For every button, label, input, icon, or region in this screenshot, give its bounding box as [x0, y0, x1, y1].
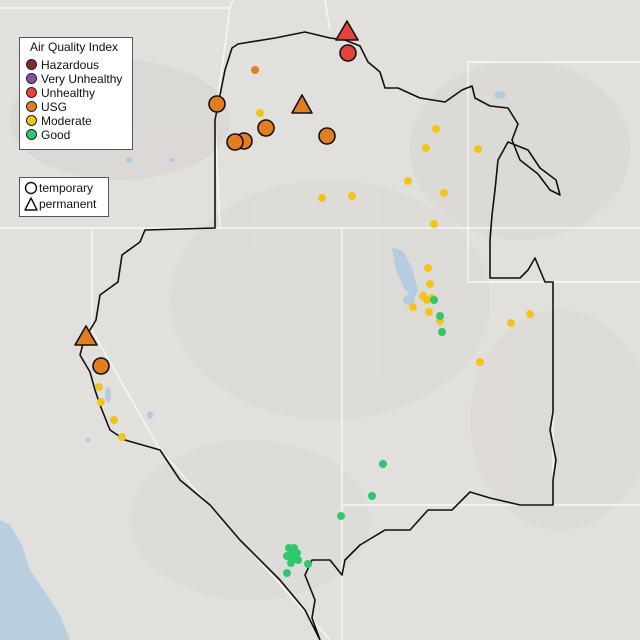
unhealthy-swatch-icon [26, 87, 37, 98]
permanent-monitor-usg [291, 94, 313, 114]
sensor-usg [251, 66, 259, 74]
usg-swatch-icon [26, 101, 37, 112]
temporary-monitor-usg [92, 357, 110, 375]
lakes [85, 91, 506, 442]
circle-outline-icon [24, 181, 38, 195]
permanent-monitors [74, 20, 359, 346]
very-unhealthy-swatch-icon [26, 73, 37, 84]
sensor-dots [95, 66, 534, 577]
aqi-legend-title: Air Quality Index [30, 40, 119, 54]
temporary-monitor-usg [226, 133, 244, 151]
permanent-monitor-unhealthy [335, 20, 359, 41]
temporary-monitor-usg [318, 127, 336, 145]
triangle-outline-icon [24, 197, 38, 211]
temporary-monitor-usg [208, 95, 226, 113]
temporary-monitor-usg [257, 119, 275, 137]
region-boundary [79, 31, 561, 640]
temporary-monitors [92, 44, 357, 375]
ocean [0, 520, 70, 640]
sensor-good-group [283, 296, 446, 577]
terrain-shading [10, 60, 640, 600]
aqi-legend: Air Quality Index Hazardous Very Unhealt… [19, 37, 133, 150]
hazardous-swatch-icon [26, 59, 37, 70]
good-swatch-icon [26, 129, 37, 140]
moderate-swatch-icon [26, 115, 37, 126]
permanent-monitor-usg [74, 325, 98, 346]
monitor-type-legend: temporary permanent [19, 177, 109, 217]
temporary-monitor-unhealthy [339, 44, 357, 62]
sensor-moderate-group [95, 109, 534, 441]
